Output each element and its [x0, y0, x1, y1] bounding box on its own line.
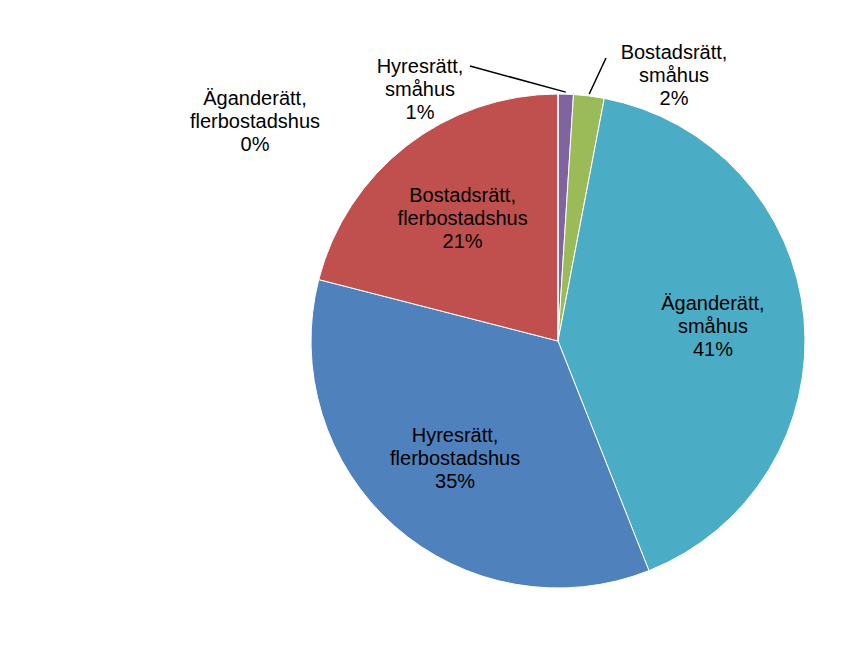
slice-label-line: flerbostadshus [390, 447, 520, 469]
slice-label: Äganderätt,flerbostadshus [190, 87, 320, 132]
slice-label: Äganderätt,småhus [661, 292, 764, 337]
leader-line [589, 58, 606, 94]
slice-label-line: flerbostadshus [190, 110, 320, 132]
slice-label-line: Hyresrätt, [412, 424, 499, 446]
pie-slice [558, 94, 559, 341]
value-label: 35% [435, 470, 475, 492]
slice-label-line: Äganderätt, [661, 292, 764, 314]
pie-chart: Hyresrätt,småhus1%Bostadsrätt,småhus2%Äg… [0, 0, 841, 655]
slice-label-line: Bostadsrätt, [409, 184, 516, 206]
pie-slice [319, 94, 558, 341]
value-label: 21% [443, 230, 483, 252]
slice-label: Bostadsrätt,småhus [621, 41, 728, 86]
chart-container: Hyresrätt,småhus1%Bostadsrätt,småhus2%Äg… [0, 0, 841, 655]
slice-label: Bostadsrätt,flerbostadshus [398, 184, 528, 229]
value-label: 1% [406, 101, 435, 123]
pie-slice [311, 280, 649, 588]
slice-label-line: småhus [385, 78, 455, 100]
slice-label: Hyresrätt,flerbostadshus [390, 424, 520, 469]
slice-label-line: Hyresrätt, [377, 55, 464, 77]
labels: Hyresrätt,småhus1%Bostadsrätt,småhus2%Äg… [190, 41, 765, 492]
slice-label-line: Äganderätt, [203, 87, 306, 109]
value-label: 41% [693, 338, 733, 360]
value-label: 2% [660, 87, 689, 109]
slice-label-line: Bostadsrätt, [621, 41, 728, 63]
slice-label-line: småhus [639, 64, 709, 86]
slice-label: Hyresrätt,småhus [377, 55, 464, 100]
leader-line [470, 66, 566, 92]
slice-label-line: småhus [678, 315, 748, 337]
slice-label-line: flerbostadshus [398, 207, 528, 229]
slices [311, 94, 805, 588]
value-label: 0% [241, 133, 270, 155]
